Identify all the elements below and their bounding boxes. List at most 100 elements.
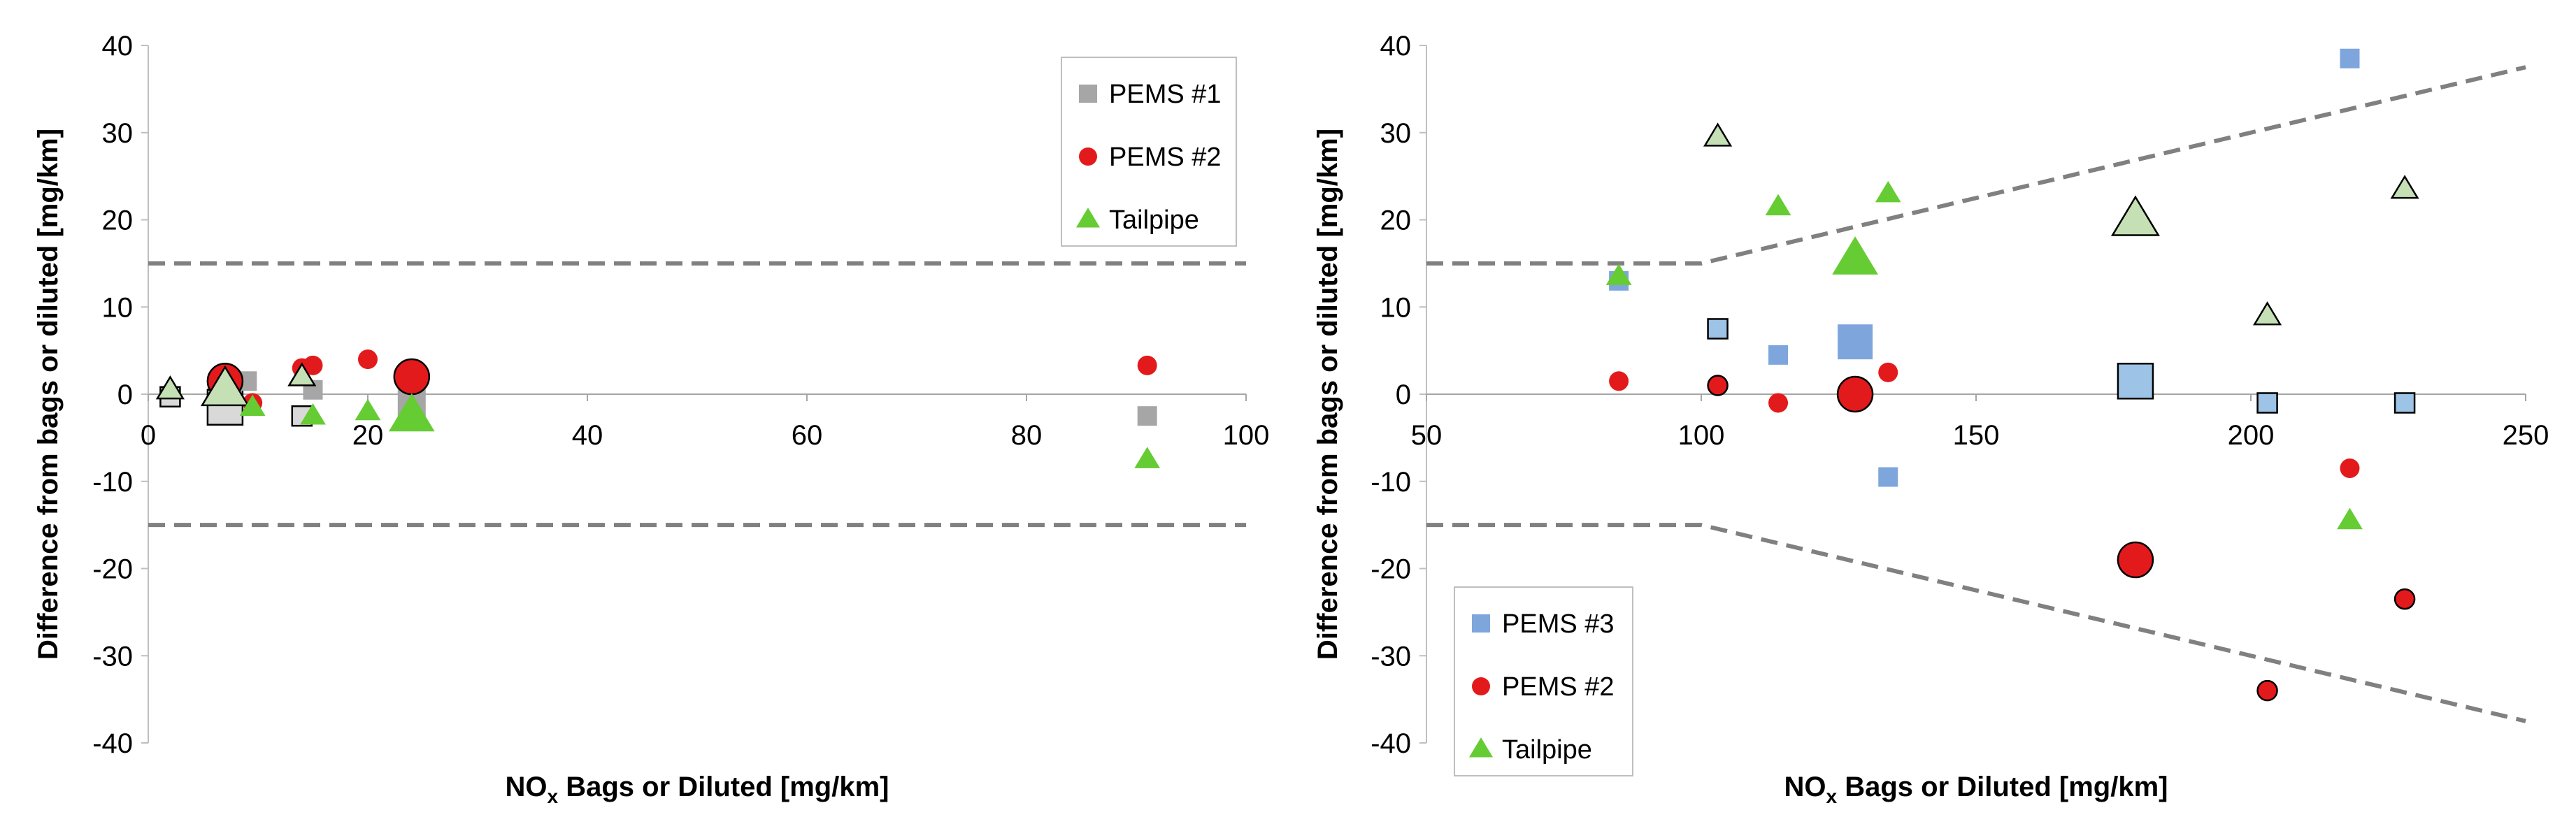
series-tailpipe	[155, 362, 1161, 468]
x-tick-label: 40	[572, 420, 603, 451]
data-point	[1878, 467, 1898, 487]
legend-item: PEMS #3	[1472, 609, 1615, 639]
y-tick-label: 0	[1396, 380, 1411, 410]
data-point	[393, 358, 431, 396]
data-point	[1605, 263, 1632, 285]
y-axis-title: Difference from bags or diluted [mg/km]	[1312, 129, 1343, 660]
data-point	[2393, 588, 2416, 610]
x-axis-title: NOx Bags or Diluted [mg/km]	[506, 772, 889, 807]
bound-line-lower	[1426, 523, 2526, 723]
data-point	[1832, 236, 1878, 275]
y-tick-label: -30	[1371, 641, 1411, 672]
y-tick-label: -40	[92, 728, 133, 759]
legend-item: PEMS #2	[1472, 672, 1615, 702]
x-tick-label: 100	[1223, 420, 1270, 451]
data-point	[2393, 392, 2416, 414]
left-scatter-panel: -40 -30 -20 -10 0 10 20 30 40 0 20 40 60 80 100 NOx Bag…	[33, 31, 1269, 807]
data-point	[1768, 345, 1789, 365]
data-point	[388, 393, 435, 432]
data-point	[239, 394, 266, 417]
data-point	[1703, 122, 1733, 147]
y-tick-label: -40	[1371, 728, 1411, 759]
bound-line-upper	[1426, 65, 2526, 266]
right-scatter-panel: -40 -30 -20 -10 0 10 20 30 40 50 100 150 200 250 NOx B…	[1312, 31, 2549, 807]
data-point	[1707, 375, 1729, 396]
x-tick-label: 100	[1678, 420, 1725, 451]
x-tick-label: 50	[1411, 420, 1443, 451]
data-point	[2110, 195, 2160, 236]
x-tick-label: 150	[1953, 420, 2000, 451]
data-point	[303, 355, 323, 375]
data-point	[1878, 362, 1898, 382]
y-tick-label: -10	[1371, 467, 1411, 498]
data-point	[2117, 541, 2154, 579]
data-point	[300, 403, 326, 425]
x-tick-label: 0	[141, 420, 156, 451]
data-point	[1609, 371, 1629, 391]
data-point	[2337, 507, 2363, 530]
legend-label: Tailpipe	[1502, 735, 1592, 765]
y-tick-label: 30	[1380, 118, 1412, 149]
y-tick-label: 30	[102, 118, 134, 149]
data-point	[1875, 180, 1901, 203]
y-tick-label: 20	[1380, 205, 1412, 236]
data-point	[2256, 392, 2278, 414]
data-point	[2252, 301, 2282, 326]
data-point	[2117, 363, 2154, 400]
legend-item: Tailpipe	[1468, 735, 1592, 765]
y-tick-label: 10	[1380, 292, 1412, 323]
data-point	[1836, 375, 1874, 413]
y-tick-label: 20	[102, 205, 134, 236]
y-axis-title: Difference from bags or diluted [mg/km]	[33, 129, 64, 660]
data-point	[2340, 458, 2360, 479]
y-tick-label: 0	[117, 380, 133, 410]
y-tick-label: 40	[102, 31, 134, 62]
x-tick-label: 200	[2228, 420, 2275, 451]
x-tick-label: 80	[1011, 420, 1043, 451]
data-point	[358, 349, 378, 370]
series-pems-3	[1609, 48, 2416, 487]
series-pems-2	[1609, 362, 2416, 702]
series-tailpipe	[1605, 122, 2419, 530]
x-tick-label: 250	[2503, 420, 2549, 451]
legend-marker	[1472, 614, 1490, 633]
legend-marker	[1468, 737, 1494, 758]
data-point	[2340, 48, 2360, 68]
legend-marker	[1079, 85, 1097, 103]
legend: PEMS #1 PEMS #2 Tailpipe	[1061, 57, 1237, 247]
legend-marker	[1472, 677, 1490, 695]
data-point	[155, 375, 185, 400]
y-tick-label: -10	[92, 467, 133, 498]
series-pems-2	[206, 349, 1157, 413]
data-point	[1137, 406, 1157, 426]
data-point	[1838, 324, 1873, 360]
data-point	[200, 365, 250, 407]
data-point	[287, 362, 317, 386]
legend: PEMS #3 PEMS #2 Tailpipe	[1454, 586, 1633, 776]
legend-label: PEMS #1	[1109, 80, 1222, 109]
x-tick-label: 60	[792, 420, 823, 451]
y-tick-label: -20	[92, 554, 133, 585]
data-point	[1707, 318, 1729, 340]
legend-label: PEMS #3	[1502, 609, 1615, 639]
legend-label: Tailpipe	[1109, 205, 1199, 235]
data-point	[1765, 194, 1791, 216]
legend-marker	[1079, 147, 1097, 166]
data-point	[1768, 393, 1789, 413]
legend-item: Tailpipe	[1075, 205, 1199, 235]
data-point	[2256, 679, 2278, 702]
data-point	[355, 398, 381, 421]
y-tick-label: -20	[1371, 554, 1411, 585]
data-point	[1137, 355, 1157, 375]
y-tick-label: 40	[1380, 31, 1412, 62]
legend-item: PEMS #1	[1079, 80, 1222, 109]
legend-marker	[1075, 208, 1101, 228]
y-tick-label: 10	[102, 292, 134, 323]
legend-label: PEMS #2	[1502, 672, 1615, 702]
legend-item: PEMS #2	[1079, 143, 1222, 172]
data-point	[1134, 447, 1161, 468]
x-tick-label: 20	[352, 420, 384, 451]
data-point	[2390, 175, 2419, 199]
y-tick-label: -30	[92, 641, 133, 672]
